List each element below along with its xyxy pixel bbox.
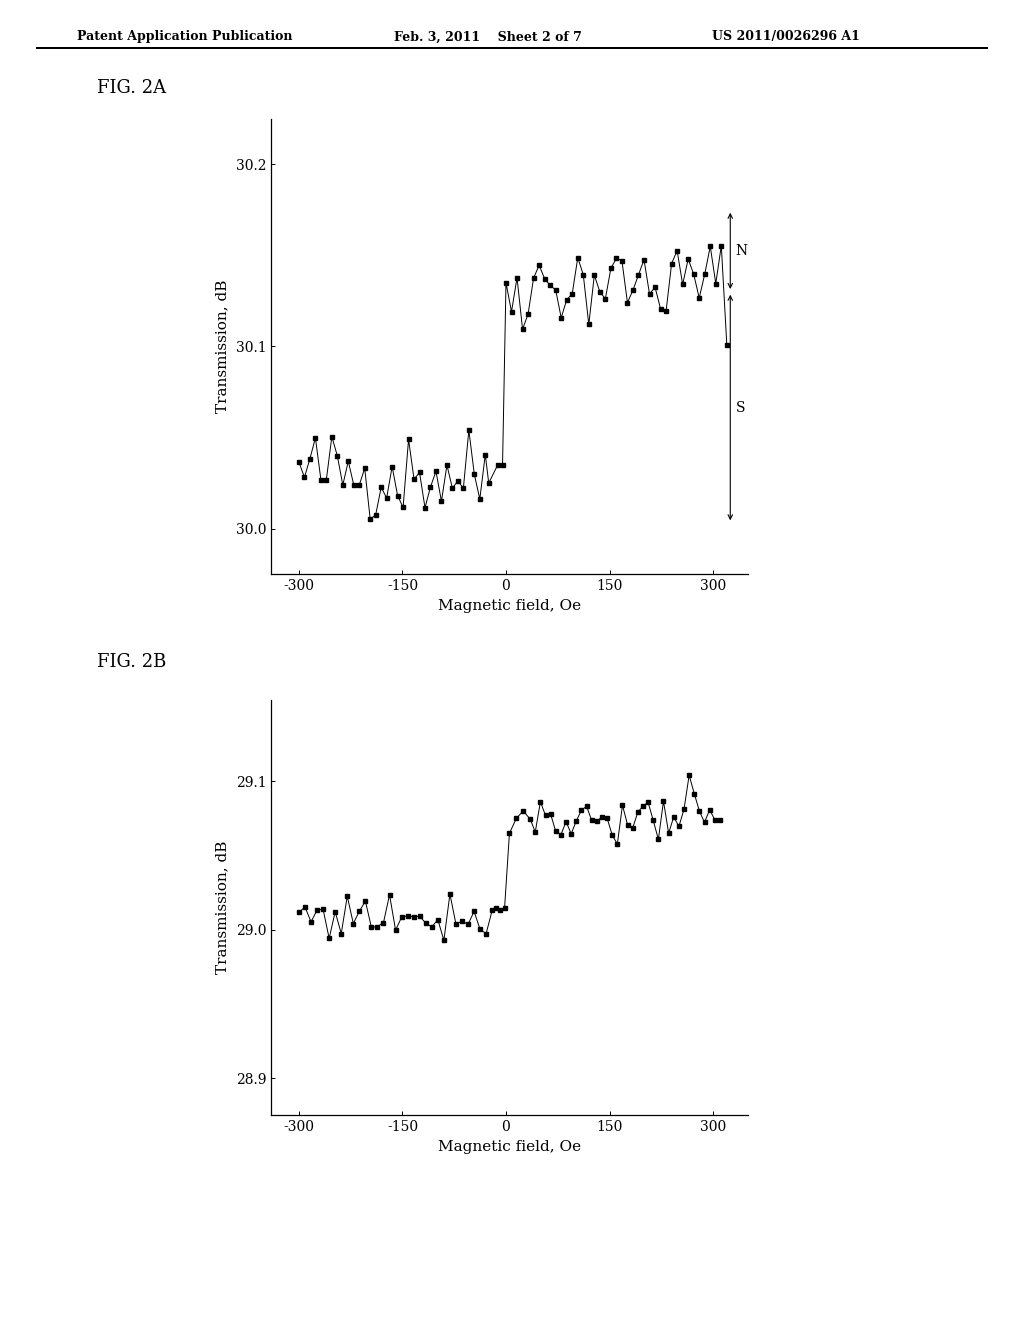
- Y-axis label: Transmission, dB: Transmission, dB: [215, 280, 229, 413]
- Text: S: S: [736, 400, 745, 414]
- X-axis label: Magnetic field, Oe: Magnetic field, Oe: [438, 1139, 581, 1154]
- Y-axis label: Transmission, dB: Transmission, dB: [215, 841, 229, 974]
- Text: N: N: [736, 244, 748, 257]
- Text: US 2011/0026296 A1: US 2011/0026296 A1: [712, 30, 859, 44]
- Text: Patent Application Publication: Patent Application Publication: [77, 30, 292, 44]
- Text: FIG. 2A: FIG. 2A: [97, 79, 167, 98]
- Text: FIG. 2B: FIG. 2B: [97, 653, 167, 672]
- X-axis label: Magnetic field, Oe: Magnetic field, Oe: [438, 598, 581, 612]
- Text: Feb. 3, 2011    Sheet 2 of 7: Feb. 3, 2011 Sheet 2 of 7: [394, 30, 582, 44]
